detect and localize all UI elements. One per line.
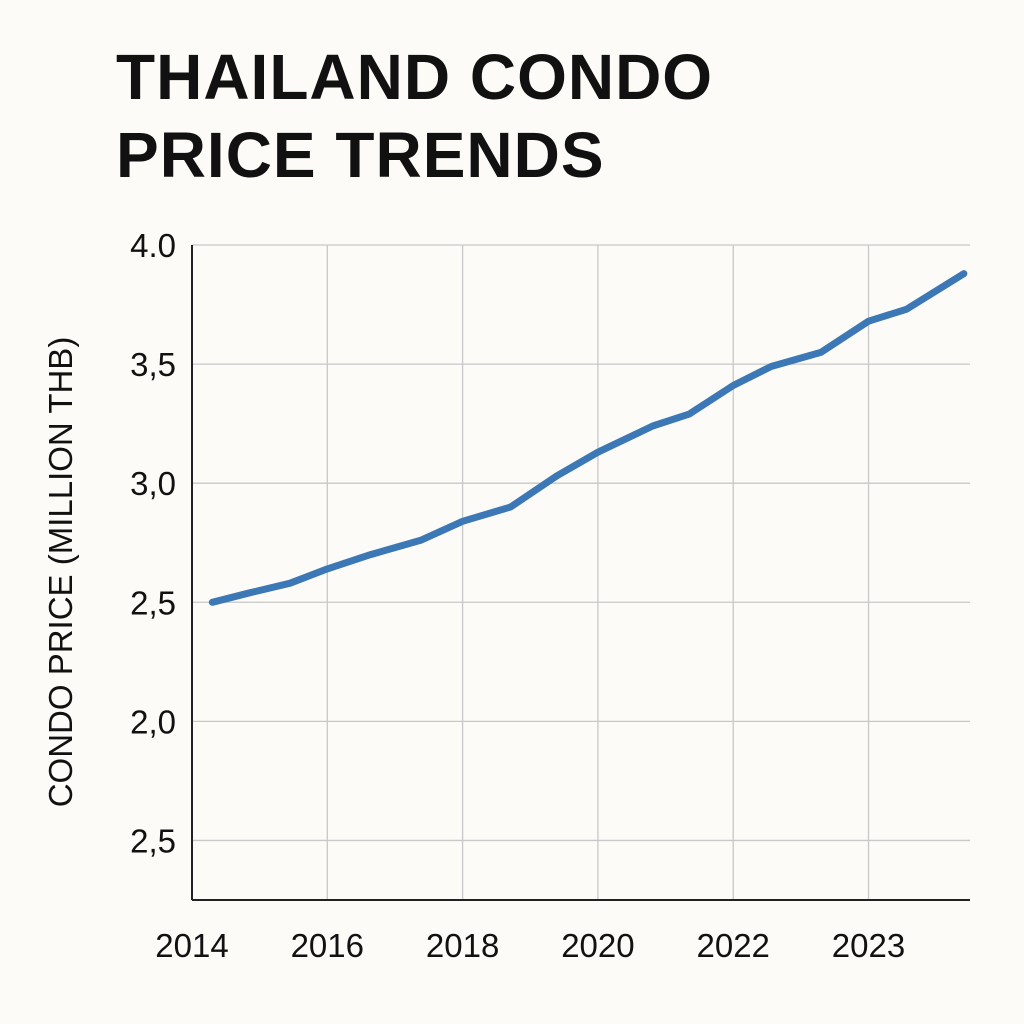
y-tick-label: 2,0 [130,703,176,740]
x-tick-label: 2014 [155,927,228,964]
y-tick-labels: 4.0 3,5 3,0 2,5 2,0 2,5 [130,227,176,859]
x-tick-label: 2016 [291,927,364,964]
x-tick-label: 2022 [697,927,770,964]
axes [191,245,970,901]
series-line [208,270,968,606]
x-tick-label: 2018 [426,927,499,964]
x-tick-label: 2020 [561,927,634,964]
x-tick-labels: 2014 2016 2018 2020 2022 2023 [155,927,905,964]
y-tick-label: 2,5 [130,822,176,859]
chart-title: THAILAND CONDO PRICE TRENDS [116,41,714,191]
series [208,270,968,606]
y-tick-label: 4.0 [130,227,176,264]
y-tick-label: 3,5 [130,346,176,383]
x-tick-label: 2023 [832,927,905,964]
y-axis-label: CONDO PRICE (MILLION THB) [42,337,79,808]
y-tick-label: 2,5 [130,584,176,621]
y-tick-label: 3,0 [130,465,176,502]
